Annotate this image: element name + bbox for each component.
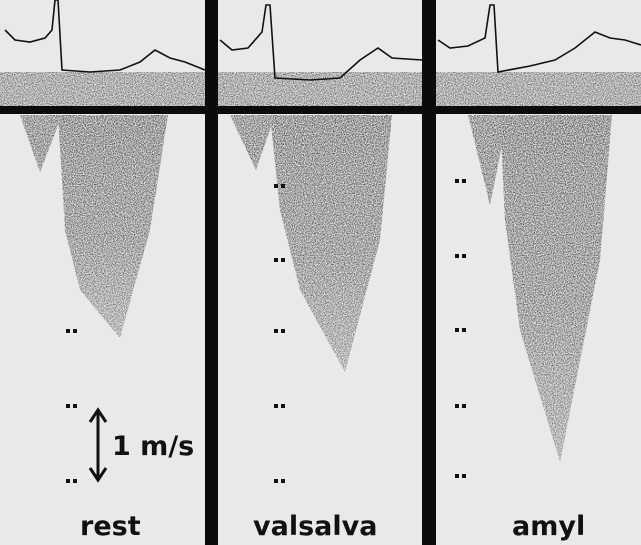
panel-label: valsalva xyxy=(253,511,377,542)
baseline xyxy=(0,106,641,114)
scale-label: 1 m/s xyxy=(112,431,194,462)
doppler-image: 1 m/s rest valsalva amyl xyxy=(0,0,641,545)
panel-label: amyl xyxy=(512,511,585,542)
spectral-band xyxy=(0,72,641,106)
panel-divider xyxy=(205,0,218,545)
panel-divider xyxy=(422,0,436,545)
page: 1 m/s rest valsalva amyl (() => { const … xyxy=(0,0,641,545)
panel-label: rest xyxy=(80,511,141,542)
